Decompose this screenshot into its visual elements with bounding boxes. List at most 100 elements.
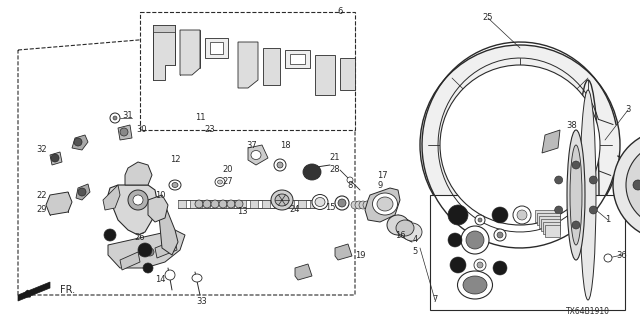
Polygon shape bbox=[310, 200, 318, 208]
Bar bbox=[535, 210, 560, 222]
Circle shape bbox=[78, 188, 86, 196]
Circle shape bbox=[351, 201, 359, 209]
Polygon shape bbox=[148, 195, 168, 222]
Circle shape bbox=[51, 154, 59, 162]
Ellipse shape bbox=[577, 80, 599, 310]
Circle shape bbox=[165, 270, 175, 280]
Text: 11: 11 bbox=[195, 114, 205, 123]
Circle shape bbox=[235, 200, 243, 208]
Ellipse shape bbox=[567, 130, 585, 260]
Ellipse shape bbox=[580, 90, 596, 300]
Bar bbox=[537, 213, 560, 225]
Text: 1: 1 bbox=[605, 215, 611, 225]
Circle shape bbox=[363, 201, 371, 209]
Text: 10: 10 bbox=[155, 190, 165, 199]
Circle shape bbox=[461, 226, 489, 254]
Ellipse shape bbox=[169, 180, 181, 190]
Polygon shape bbox=[108, 185, 158, 235]
Text: 18: 18 bbox=[280, 140, 291, 149]
Ellipse shape bbox=[387, 215, 409, 235]
Circle shape bbox=[355, 201, 363, 209]
Circle shape bbox=[138, 243, 152, 257]
Bar bbox=[539, 216, 560, 228]
Circle shape bbox=[633, 180, 640, 190]
Polygon shape bbox=[248, 145, 268, 165]
Ellipse shape bbox=[315, 197, 325, 206]
Polygon shape bbox=[103, 185, 120, 210]
Circle shape bbox=[146, 248, 154, 256]
Ellipse shape bbox=[251, 150, 261, 159]
Circle shape bbox=[420, 45, 620, 245]
Text: 28: 28 bbox=[330, 165, 340, 174]
Circle shape bbox=[497, 232, 503, 238]
Text: FR.: FR. bbox=[60, 285, 75, 295]
Circle shape bbox=[466, 231, 484, 249]
Polygon shape bbox=[365, 188, 400, 222]
Circle shape bbox=[128, 190, 148, 210]
Polygon shape bbox=[205, 38, 228, 58]
Ellipse shape bbox=[215, 178, 225, 187]
Polygon shape bbox=[18, 22, 355, 295]
Text: TX64B1910: TX64B1910 bbox=[566, 308, 610, 316]
Polygon shape bbox=[120, 252, 140, 270]
Polygon shape bbox=[335, 244, 352, 260]
Text: 30: 30 bbox=[137, 125, 147, 134]
Polygon shape bbox=[262, 200, 270, 208]
Polygon shape bbox=[76, 184, 90, 200]
Ellipse shape bbox=[372, 193, 397, 215]
Ellipse shape bbox=[274, 159, 286, 171]
Circle shape bbox=[347, 177, 353, 183]
Polygon shape bbox=[250, 200, 258, 208]
Circle shape bbox=[477, 262, 483, 268]
Text: 14: 14 bbox=[155, 276, 165, 284]
Polygon shape bbox=[238, 200, 246, 208]
Ellipse shape bbox=[463, 276, 487, 294]
Text: 29: 29 bbox=[36, 205, 47, 214]
Bar bbox=[543, 222, 560, 234]
Circle shape bbox=[359, 201, 367, 209]
Polygon shape bbox=[274, 200, 282, 208]
Circle shape bbox=[494, 229, 506, 241]
Polygon shape bbox=[153, 25, 175, 80]
Circle shape bbox=[572, 161, 580, 169]
Polygon shape bbox=[180, 30, 200, 75]
Polygon shape bbox=[118, 125, 132, 140]
Circle shape bbox=[120, 128, 128, 136]
Circle shape bbox=[589, 176, 597, 184]
Ellipse shape bbox=[192, 274, 202, 282]
Circle shape bbox=[211, 200, 219, 208]
Text: 25: 25 bbox=[483, 13, 493, 22]
Polygon shape bbox=[286, 200, 294, 208]
Polygon shape bbox=[263, 48, 280, 85]
Text: 27: 27 bbox=[223, 178, 234, 187]
Polygon shape bbox=[226, 200, 234, 208]
Text: 36: 36 bbox=[616, 251, 627, 260]
Circle shape bbox=[493, 261, 507, 275]
Polygon shape bbox=[155, 240, 177, 258]
Ellipse shape bbox=[338, 199, 346, 207]
Circle shape bbox=[440, 65, 600, 225]
Text: 3: 3 bbox=[625, 106, 630, 115]
Circle shape bbox=[555, 176, 563, 184]
Polygon shape bbox=[153, 25, 175, 32]
Ellipse shape bbox=[218, 180, 223, 184]
Circle shape bbox=[613, 130, 640, 240]
Circle shape bbox=[474, 259, 486, 271]
Circle shape bbox=[478, 218, 482, 222]
Circle shape bbox=[475, 215, 485, 225]
Ellipse shape bbox=[303, 164, 321, 180]
Text: 32: 32 bbox=[36, 146, 47, 155]
Circle shape bbox=[133, 195, 143, 205]
Polygon shape bbox=[178, 200, 186, 208]
Text: 38: 38 bbox=[566, 121, 577, 130]
Circle shape bbox=[604, 254, 612, 262]
Polygon shape bbox=[125, 162, 152, 185]
Polygon shape bbox=[140, 12, 355, 130]
Polygon shape bbox=[50, 152, 62, 165]
Text: 19: 19 bbox=[355, 251, 365, 260]
Polygon shape bbox=[190, 200, 198, 208]
Text: 21: 21 bbox=[330, 154, 340, 163]
Circle shape bbox=[513, 206, 531, 224]
Bar bbox=[430, 195, 625, 310]
Polygon shape bbox=[46, 192, 72, 215]
